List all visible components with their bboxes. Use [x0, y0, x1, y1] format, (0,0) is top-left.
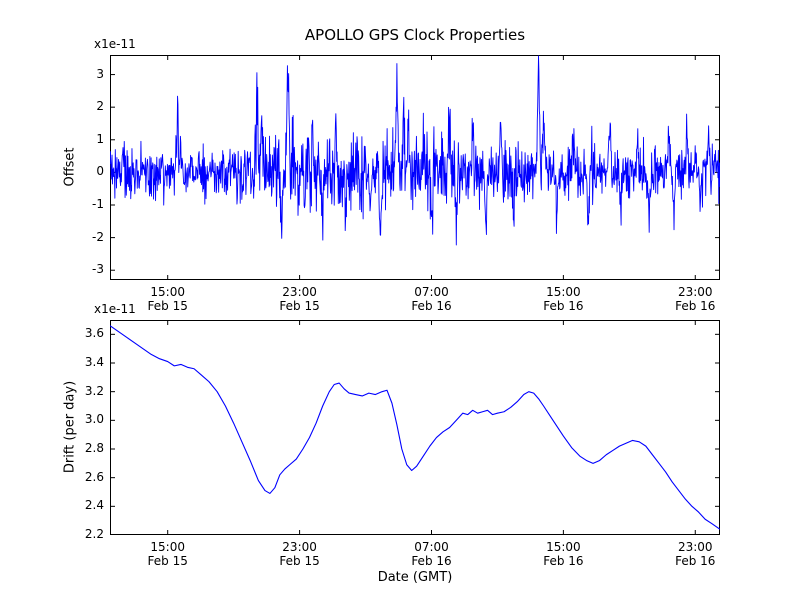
y-tick-label: 2 [96, 99, 104, 114]
x-tick-label: 23:00 Feb 16 [675, 540, 716, 568]
y-tick-label: 0 [96, 164, 104, 179]
x-tick-label: 07:00 Feb 16 [411, 285, 452, 313]
offset-scale-label: x1e-11 [94, 37, 136, 51]
drift-plot-area [110, 320, 720, 535]
y-tick-label: 3.2 [84, 383, 104, 398]
y-tick-label: 3.0 [84, 412, 104, 427]
y-tick-label: -2 [92, 229, 104, 244]
x-tick-label: 23:00 Feb 16 [675, 285, 716, 313]
y-tick-label: -1 [92, 197, 104, 211]
axes-frame [110, 320, 720, 535]
x-tick-label: 15:00 Feb 16 [543, 540, 584, 568]
y-tick-label: 2.2 [84, 527, 104, 541]
y-tick-label: 2.8 [84, 441, 104, 455]
chart-title: APOLLO GPS Clock Properties [304, 26, 526, 44]
x-tick-label: 23:00 Feb 15 [279, 540, 320, 568]
x-tick-label: 23:00 Feb 15 [279, 285, 320, 313]
x-axis-label: Date (GMT) [377, 570, 453, 585]
x-tick-label: 15:00 Feb 15 [147, 540, 188, 568]
x-tick-label: 07:00 Feb 16 [411, 540, 452, 568]
y-tick-label: -3 [92, 262, 104, 277]
x-tick-label: 15:00 Feb 15 [147, 285, 188, 313]
clock-offset-line [110, 55, 720, 246]
clock-drift-line [110, 325, 720, 530]
drift-scale-label: x1e-11 [94, 302, 136, 316]
y-tick-label: 2.4 [84, 498, 104, 513]
y-tick-label: 3.4 [84, 355, 104, 369]
offset-plot-area [110, 55, 720, 280]
y-tick-label: 2.6 [84, 469, 104, 484]
x-tick-label: 15:00 Feb 16 [543, 285, 584, 313]
y-tick-label: 3.6 [84, 326, 104, 341]
y-tick-label: 3 [96, 66, 104, 81]
y-tick-label: 1 [96, 131, 104, 146]
